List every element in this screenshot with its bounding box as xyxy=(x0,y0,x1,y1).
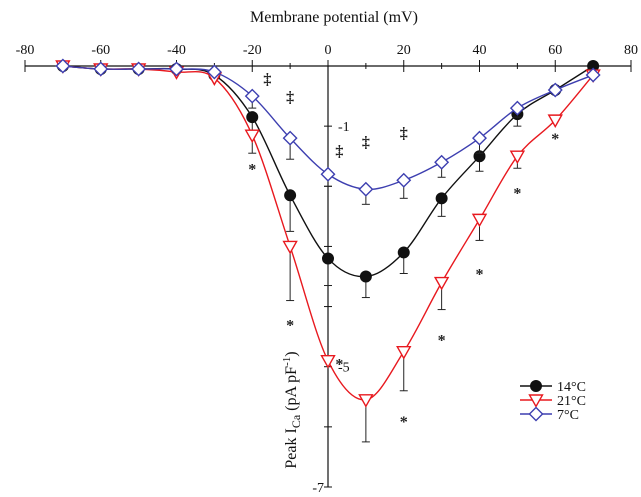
data-point xyxy=(547,82,563,98)
significance-marker: ‡ xyxy=(286,89,294,106)
x-tick-label: -20 xyxy=(243,43,262,58)
data-point xyxy=(169,61,184,77)
y-tick-label: -5 xyxy=(338,361,350,376)
significance-marker: ‡ xyxy=(263,71,271,88)
y-axis-title-rest: (pA pF xyxy=(283,366,300,415)
data-point xyxy=(585,67,601,83)
x-tick-label: -80 xyxy=(16,43,35,58)
data-point xyxy=(246,111,259,124)
series-2 xyxy=(55,58,601,205)
legend-marker xyxy=(528,406,544,422)
significance-marker: * xyxy=(400,414,408,431)
data-point xyxy=(206,64,222,80)
legend-label: 21°C xyxy=(557,394,586,409)
data-point xyxy=(131,61,147,77)
y-axis-title: Peak ICa (pA pF-1) xyxy=(281,351,303,468)
data-point xyxy=(434,154,450,170)
y-axis-title-sub: Ca xyxy=(289,414,303,428)
significance-marker: * xyxy=(438,333,446,350)
significance-marker: ‡ xyxy=(400,125,408,142)
significance-marker: * xyxy=(248,161,256,178)
data-point xyxy=(509,100,525,116)
significance-marker: * xyxy=(551,131,559,148)
x-tick-label: 0 xyxy=(325,43,332,58)
data-point xyxy=(397,246,410,259)
x-tick-label: -60 xyxy=(91,43,110,58)
data-point xyxy=(93,61,109,77)
data-point xyxy=(396,345,412,360)
data-point xyxy=(320,355,336,369)
data-point xyxy=(471,213,488,228)
significance-marker: * xyxy=(335,357,343,374)
data-point xyxy=(359,270,372,283)
legend-marker xyxy=(528,394,544,408)
x-tick-label: -40 xyxy=(167,43,186,58)
significance-marker: ‡ xyxy=(362,134,370,151)
series-layer xyxy=(55,58,601,443)
legend-label: 7°C xyxy=(557,408,579,423)
significance-marker: * xyxy=(476,267,484,284)
legend-marker xyxy=(530,380,542,392)
data-point xyxy=(435,192,448,205)
x-tick-label: 60 xyxy=(548,43,562,58)
data-point xyxy=(244,129,260,144)
significance-marker: * xyxy=(362,495,370,497)
data-point xyxy=(322,252,334,265)
y-axis-title-sup: -1 xyxy=(281,357,293,366)
data-point xyxy=(547,114,563,129)
annotation-layer: ‡ ‡ ‡ ‡ ‡ * * * * * * * * * xyxy=(248,71,559,497)
data-point xyxy=(358,394,374,408)
data-point xyxy=(358,181,374,197)
x-axis-title: Membrane potential (mV) xyxy=(250,9,418,26)
data-point xyxy=(284,189,297,202)
data-point xyxy=(433,276,450,291)
axes: -80 -60 -40 -20 0 20 40 60 80 -1 -5 -7 xyxy=(16,43,638,496)
y-axis-title-end: ) xyxy=(283,351,300,356)
legend-label: 14°C xyxy=(557,380,586,395)
x-tick-label: 80 xyxy=(624,43,638,58)
data-point xyxy=(472,130,487,146)
data-point xyxy=(320,166,336,182)
y-tick-label: -1 xyxy=(338,120,350,135)
data-point xyxy=(509,150,526,165)
significance-marker: ‡ xyxy=(335,143,343,160)
data-point xyxy=(396,172,412,188)
legend: 14°C21°C7°C xyxy=(520,380,586,423)
x-tick-label: 40 xyxy=(473,43,487,58)
data-point xyxy=(55,58,71,74)
x-tick-label: 20 xyxy=(397,43,411,58)
significance-marker: * xyxy=(286,318,294,335)
significance-marker: * xyxy=(513,185,521,202)
data-point xyxy=(244,88,260,104)
y-axis-title-main: Peak I xyxy=(283,428,300,468)
data-point xyxy=(282,240,298,255)
y-tick-label: -7 xyxy=(312,481,324,496)
data-point xyxy=(282,130,298,146)
